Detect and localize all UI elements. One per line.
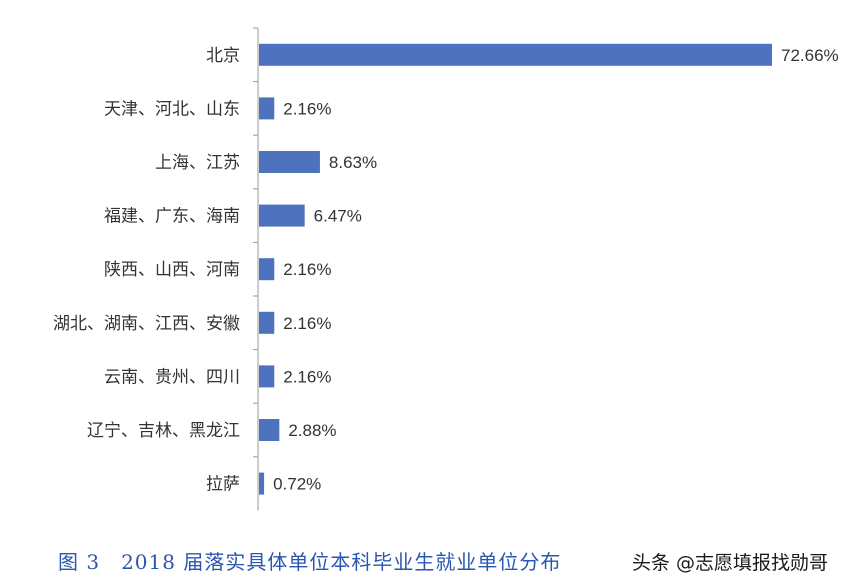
value-label: 72.66% [781, 46, 839, 65]
category-label: 湖北、湖南、江西、安徽 [53, 314, 240, 334]
bar [259, 258, 275, 281]
category-label: 陕西、山西、河南 [104, 260, 240, 280]
figure-caption: 图 3 2018 届落实具体单位本科毕业生就业单位分布 [58, 550, 562, 574]
bar [259, 419, 280, 441]
value-label: 2.16% [283, 314, 331, 333]
bar [259, 472, 265, 495]
category-label: 福建、广东、海南 [104, 207, 240, 227]
category-label: 上海、江苏 [155, 153, 240, 173]
category-label: 拉萨 [206, 475, 240, 495]
bar [259, 151, 320, 173]
category-label: 辽宁、吉林、黑龙江 [87, 421, 240, 441]
value-label: 0.72% [273, 475, 321, 494]
bar-chart: 北京天津、河北、山东上海、江苏福建、广东、海南陕西、山西、河南湖北、湖南、江西、… [53, 27, 839, 511]
value-label: 2.16% [283, 260, 331, 279]
value-label: 2.16% [283, 367, 331, 386]
category-label: 天津、河北、山东 [104, 99, 240, 119]
category-label: 云南、贵州、四川 [104, 367, 240, 387]
bar [259, 43, 772, 66]
bar [259, 311, 275, 334]
bar [259, 204, 305, 227]
watermark: 头条 @志愿填报找勋哥 [628, 548, 833, 575]
value-label: 8.63% [329, 153, 377, 172]
value-label: 6.47% [314, 207, 362, 226]
category-label: 北京 [206, 46, 240, 66]
value-label: 2.16% [283, 99, 331, 118]
bar [259, 365, 275, 388]
bar [259, 97, 275, 120]
value-label: 2.88% [288, 421, 336, 440]
